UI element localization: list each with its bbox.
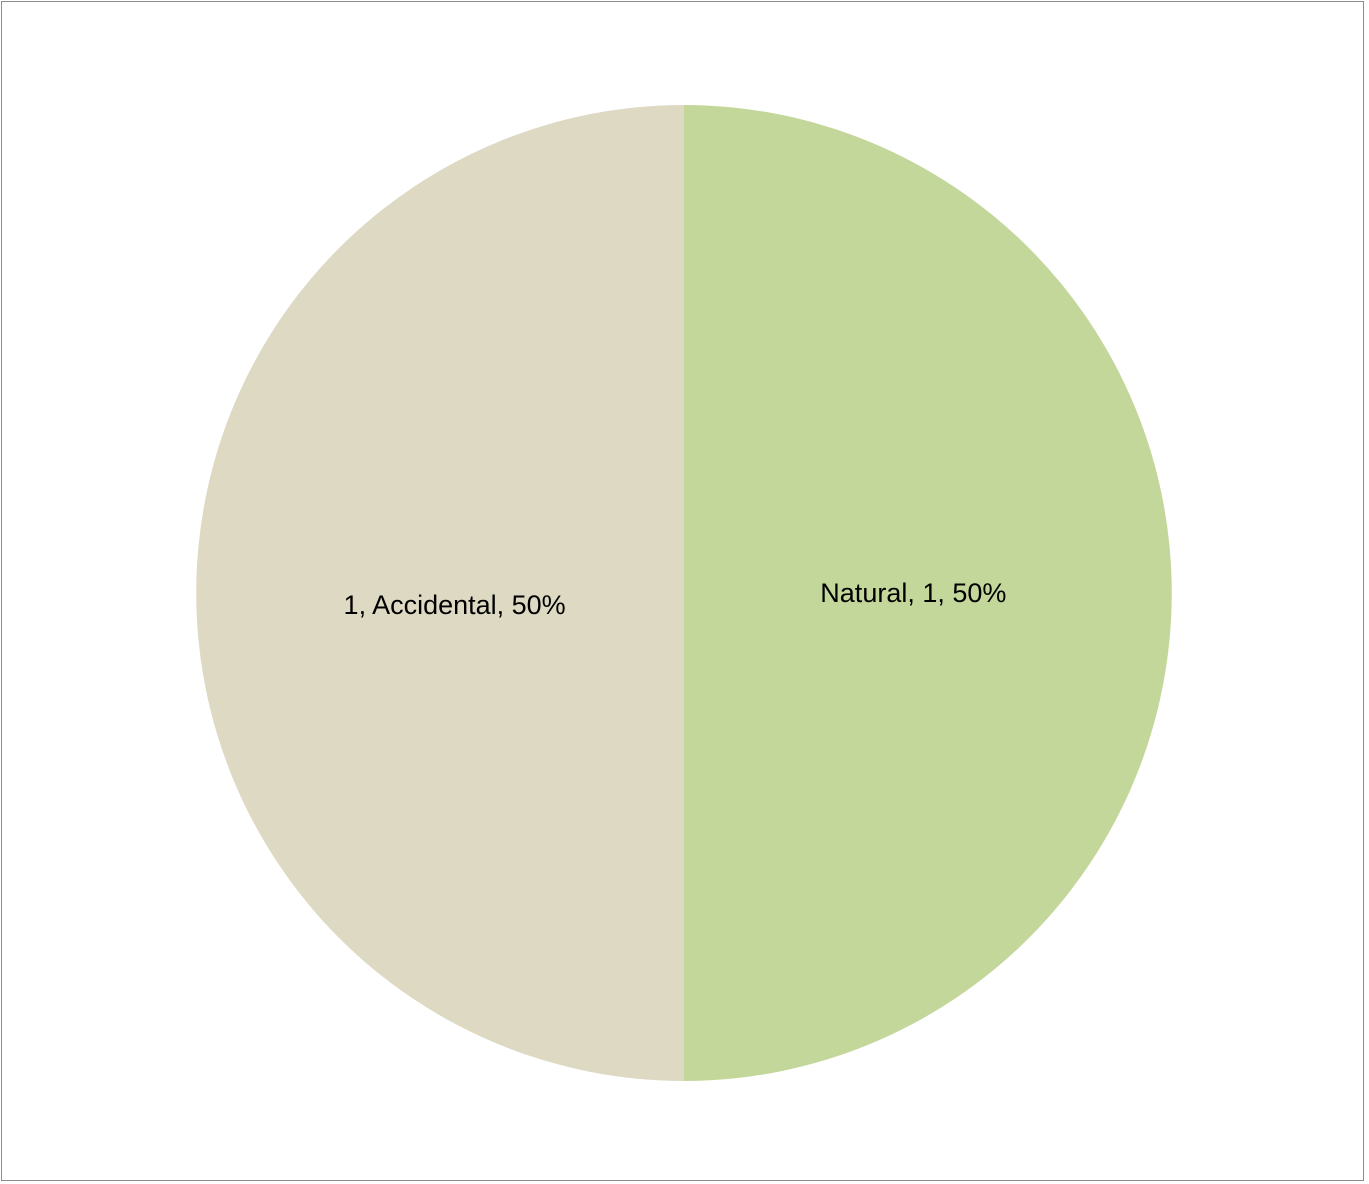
pie-slice-accidental	[196, 105, 684, 1081]
pie-slice-natural	[684, 105, 1172, 1081]
data-label-natural: Natural, 1, 50%	[820, 578, 1006, 608]
data-label-accidental: 1, Accidental, 50%	[344, 590, 566, 620]
